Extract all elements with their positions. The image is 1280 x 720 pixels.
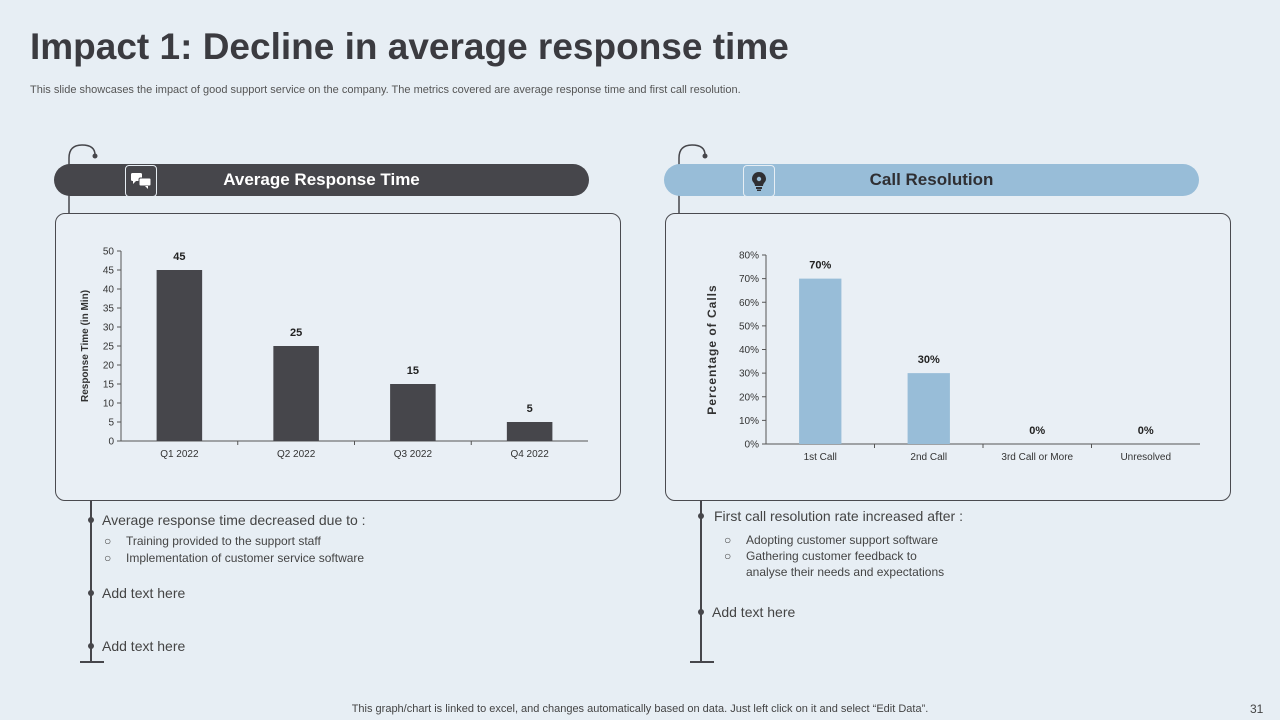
call-resolution-label: Call Resolution [869, 170, 994, 189]
page-subtitle: This slide showcases the impact of good … [30, 84, 741, 96]
y-tick-label: 25 [103, 342, 115, 353]
x-tick-label: Q3 2022 [394, 449, 433, 460]
bar [506, 422, 553, 441]
footer-note: This graph/chart is linked to excel, and… [351, 703, 929, 715]
y-tick-label: 0 [108, 437, 114, 448]
bar [273, 346, 319, 441]
y-tick-label: 60% [739, 298, 759, 309]
left-sub-item: ○ Training provided to the support staff [104, 534, 321, 548]
right-sub-item: ○ Adopting customer support software [724, 533, 939, 547]
y-tick-label: 30 [103, 323, 115, 334]
x-tick-label: Q2 2022 [277, 449, 316, 460]
y-tick-label: 30% [739, 369, 759, 380]
y-tick-label: 10% [739, 416, 759, 427]
bullet-dot [698, 513, 704, 519]
y-tick-label: 70% [739, 274, 759, 285]
bar [156, 270, 203, 441]
x-tick-label: 3rd Call or More [1001, 452, 1073, 463]
right-sub-item: ○ Gathering customer feedback to [724, 549, 917, 563]
y-tick-label: 10 [103, 399, 115, 410]
bullet-dot [698, 609, 704, 615]
right-add-text-1[interactable]: Add text here [712, 604, 796, 620]
y-tick-label: 40% [739, 345, 759, 356]
bullet-dot [88, 517, 94, 523]
y-tick-label: 80% [739, 251, 759, 262]
y-tick-label: 45 [103, 266, 115, 277]
y-tick-label: 35 [103, 304, 115, 315]
y-tick-label: 5 [108, 418, 114, 429]
bar [799, 278, 842, 444]
y-tick-label: 50 [103, 247, 115, 258]
bar [390, 384, 436, 441]
data-label: 25 [290, 327, 302, 339]
x-tick-label: 2nd Call [910, 452, 947, 463]
y-tick-label: 20% [739, 392, 759, 403]
x-tick-label: 1st Call [804, 452, 837, 463]
page-number: 31 [1250, 702, 1264, 716]
x-tick-label: Unresolved [1120, 452, 1171, 463]
call-resolution-bar-chart[interactable]: 0% 10% 20% 30% 40% 50% 60% 70% 80% 70% 1st Call 30%… [666, 214, 1230, 500]
data-label: 15 [407, 365, 419, 377]
bullet-dot [88, 590, 94, 596]
average-response-time-label: Average Response Time [223, 170, 420, 189]
call-resolution-chart-panel: 0% 10% 20% 30% 40% 50% 60% 70% 80% 70% 1st Call 30%… [665, 213, 1231, 501]
right-bullet-main: First call resolution rate increased aft… [714, 508, 963, 524]
bullet-dot [88, 643, 94, 649]
data-label: 30% [918, 354, 940, 366]
left-add-text-2[interactable]: Add text here [102, 638, 186, 654]
bar [907, 373, 950, 444]
data-label: 0% [1138, 425, 1154, 437]
y-tick-label: 50% [739, 321, 759, 332]
data-label: 0% [1029, 425, 1045, 437]
y-tick-label: 15 [103, 380, 115, 391]
data-label: 45 [173, 251, 185, 263]
left-bullet-main: Average response time decreased due to : [102, 512, 366, 528]
y-tick-label: 40 [103, 285, 115, 296]
left-sub-item: ○ Implementation of customer service soft… [104, 551, 365, 565]
data-label: 5 [527, 403, 533, 415]
x-tick-label: Q4 2022 [510, 449, 549, 460]
x-tick-label: Q1 2022 [160, 449, 199, 460]
page-title: Impact 1: Decline in average response ti… [30, 26, 789, 67]
data-label: 70% [809, 260, 831, 272]
chat-bubbles-icon [125, 165, 157, 197]
right-sub-item: analyse their needs and expectations [746, 565, 945, 579]
lightbulb-gear-icon [743, 165, 775, 197]
left-add-text-1[interactable]: Add text here [102, 585, 186, 601]
response-time-chart-panel: 0 5 10 15 20 25 30 35 40 45 50 45 Q1 2022 25 Q2 2022 15… [55, 213, 621, 501]
y-axis-label: Percentage of Calls [705, 284, 719, 414]
y-tick-label: 20 [103, 361, 115, 372]
y-axis-label: Response Time (in Min) [80, 290, 91, 402]
response-time-bar-chart[interactable]: 0 5 10 15 20 25 30 35 40 45 50 45 Q1 2022 25 Q2 2022 15… [56, 214, 620, 500]
y-tick-label: 0% [745, 440, 760, 451]
